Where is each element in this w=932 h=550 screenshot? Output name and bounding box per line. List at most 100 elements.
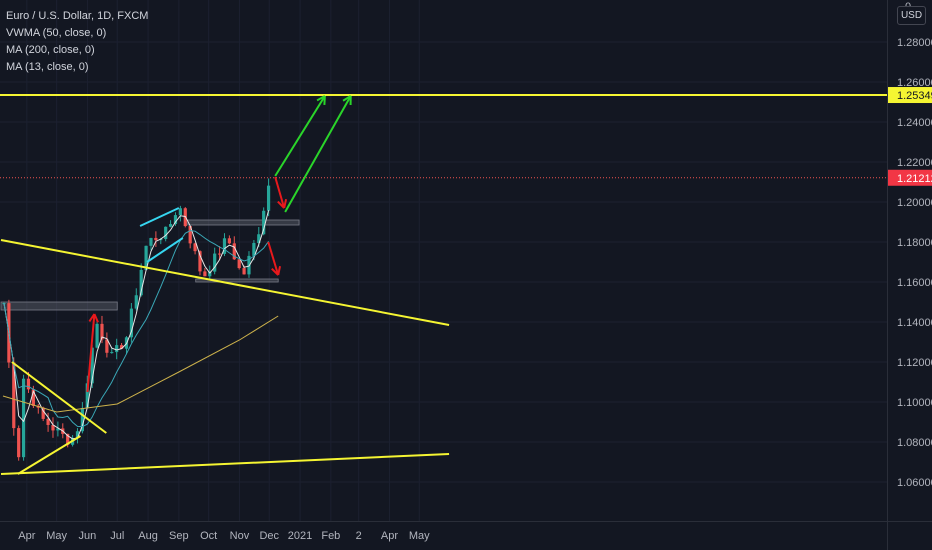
candle-body xyxy=(188,226,192,244)
candle-body xyxy=(129,308,133,338)
price-label: 1.21212 xyxy=(897,173,932,185)
channel-upper-line xyxy=(139,207,180,227)
candle-body xyxy=(56,428,60,431)
candle-body xyxy=(100,323,104,340)
time-tick-label: May xyxy=(409,530,430,542)
time-tick-label: Feb xyxy=(321,530,340,542)
drawings xyxy=(0,94,887,475)
candle-body xyxy=(41,407,45,419)
candle-body xyxy=(164,226,168,240)
time-tick-label: Dec xyxy=(259,530,279,542)
time-tick-label: Aug xyxy=(138,530,158,542)
candle-body xyxy=(17,428,21,458)
time-axis[interactable]: Apr May Jun Jul Aug Sep Oct Nov Dec 2021 Feb 2 Apr Ma… xyxy=(0,521,932,543)
candle-body xyxy=(222,238,227,254)
candle-body xyxy=(95,323,99,348)
price-tick-label: 1.10000 xyxy=(897,397,932,409)
price-tick-label: 1.18000 xyxy=(897,237,932,249)
ma200-line xyxy=(2,315,279,413)
price-tick-label: 1.26000 xyxy=(897,77,932,89)
time-tick-label: Jul xyxy=(110,530,124,542)
resistance-zone xyxy=(0,301,118,311)
long-trendline-lower xyxy=(0,453,450,475)
time-tick-label: Apr xyxy=(381,530,398,542)
price-label: 1.25349 xyxy=(897,90,932,102)
price-tick-label: 1.06000 xyxy=(897,477,932,489)
candle-body xyxy=(208,271,212,277)
candle-body xyxy=(257,234,261,244)
long-trendline-upper xyxy=(0,239,450,326)
candle-body xyxy=(168,224,173,227)
candle-body xyxy=(262,210,266,235)
vwma50-line xyxy=(3,230,269,428)
candle-body xyxy=(110,352,114,354)
candle-body xyxy=(80,407,84,432)
legend-ma200[interactable]: MA (200, close, 0) xyxy=(6,44,95,56)
moving-averages xyxy=(2,210,279,440)
candle-body xyxy=(198,251,202,272)
price-tick-label: 1.20000 xyxy=(897,197,932,209)
channel-lower-line xyxy=(146,237,184,263)
price-tick-label: 1.22000 xyxy=(897,157,932,169)
candle-body xyxy=(12,362,16,429)
candle-body xyxy=(213,253,217,272)
candle-body xyxy=(31,389,35,406)
candle-body xyxy=(66,433,70,445)
candle-body xyxy=(144,245,148,270)
candle-body xyxy=(227,238,231,244)
legend-symbol[interactable]: Euro / U.S. Dollar, 1D, FXCM xyxy=(6,10,149,22)
candle-body xyxy=(232,243,236,260)
currency-button[interactable]: USD xyxy=(897,6,926,25)
time-tick-label: May xyxy=(46,530,67,542)
candle-body xyxy=(115,345,119,353)
candle-body xyxy=(26,378,31,390)
candle-body xyxy=(193,243,197,252)
candle-body xyxy=(105,339,109,353)
price-axis[interactable]: 01.280001.260001.240001.220001.200001.18… xyxy=(887,0,932,550)
candle-body xyxy=(46,418,50,425)
legend-vwma[interactable]: VWMA (50, close, 0) xyxy=(6,27,107,39)
chart-legend: Euro / U.S. Dollar, 1D, FXCM VWMA (50, c… xyxy=(6,8,148,76)
ma13-line xyxy=(3,210,270,440)
price-tick-label: 1.14000 xyxy=(897,317,932,329)
up-arrow xyxy=(274,95,326,177)
price-tick-label: 1.28000 xyxy=(897,37,932,49)
consolidation-zone xyxy=(187,219,300,226)
triangle-top-line xyxy=(11,361,107,434)
time-tick-label: 2021 xyxy=(288,530,312,542)
down-arrow xyxy=(86,313,99,393)
candle-body xyxy=(139,269,143,296)
price-tick-label: 1.08000 xyxy=(897,437,932,449)
candle-body xyxy=(154,237,158,241)
price-tick-label: 1.16000 xyxy=(897,277,932,289)
time-tick-label: Jun xyxy=(79,530,97,542)
legend-ma13[interactable]: MA (13, close, 0) xyxy=(6,61,89,73)
time-tick-label: Apr xyxy=(18,530,35,542)
candle-body xyxy=(203,271,207,277)
candle-body xyxy=(134,295,138,309)
candle-body xyxy=(173,215,178,225)
time-tick-label: 2 xyxy=(356,530,362,542)
triangle-bottom-line xyxy=(17,435,81,475)
price-tick-label: 1.12000 xyxy=(897,357,932,369)
candle-body xyxy=(75,431,80,438)
candle-body xyxy=(159,239,163,241)
down-arrow xyxy=(274,176,288,209)
time-tick-label: Sep xyxy=(169,530,189,542)
price-tick-label: 1.24000 xyxy=(897,117,932,129)
support-zone xyxy=(195,278,279,283)
candle-body xyxy=(217,253,222,255)
candle-body xyxy=(266,185,271,211)
time-tick-label: Nov xyxy=(230,530,250,542)
price-label-box xyxy=(888,169,932,186)
price-label-box xyxy=(888,87,932,104)
candle-body xyxy=(51,424,55,431)
grid xyxy=(0,0,887,521)
candle-body xyxy=(119,345,124,349)
candle-body xyxy=(237,259,241,269)
candle-body xyxy=(149,237,153,246)
candle-body xyxy=(252,243,256,256)
candle-body xyxy=(178,208,182,216)
down-arrow xyxy=(267,241,282,276)
